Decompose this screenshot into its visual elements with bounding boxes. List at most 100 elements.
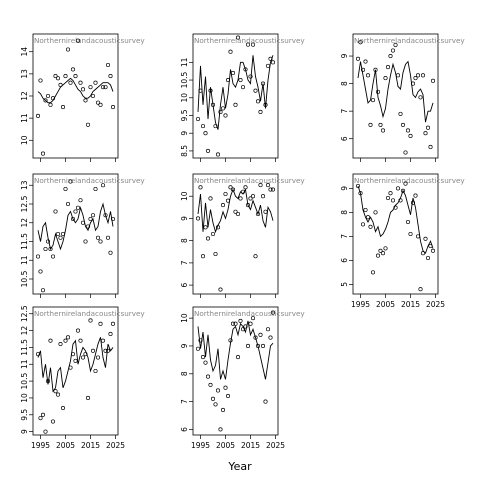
panel-3: Northernirelandacousticsurvey 10.5 11 11.5 1… [20,173,145,298]
data-point [83,352,88,357]
data-point [225,393,231,399]
x-tick-label: 2015 [241,441,260,450]
y-tick-label: 11 [20,255,29,265]
data-point [60,406,66,411]
data-point [215,152,221,157]
data-point [58,235,63,240]
data-point [48,102,53,107]
data-point [260,81,266,86]
data-point [208,382,213,387]
panel-7: Northernirelandacousticsurvey 6 7 8 9 10 1995 2… [180,306,305,450]
data-point [43,246,48,252]
data-point [403,181,408,186]
y-tick-label: 10.5 [20,373,29,390]
data-point [78,198,83,203]
data-point [418,95,423,100]
data-point [228,185,233,190]
data-point [420,251,426,256]
y-tick-label: 11.5 [20,233,29,250]
data-point [268,187,273,192]
data-point [55,231,61,237]
data-point [363,59,368,64]
data-point [88,216,93,222]
y-tick-label: 9 [20,429,29,434]
y-tick-label: 6 [180,427,189,432]
y-tick-label: 8 [340,210,349,215]
data-point [228,49,233,54]
panel-frame [32,173,119,295]
data-point [90,93,96,99]
data-point [203,131,208,136]
y-tick-label: 6 [340,258,349,263]
y-tick-label: 5 [340,282,349,287]
data-point [50,96,56,101]
data-point [208,196,213,201]
data-point [265,63,271,68]
data-point [98,239,103,244]
data-point [95,235,101,240]
data-point [418,287,423,292]
data-point [375,89,381,94]
y-tick-label: 7 [340,109,349,114]
panel-frame [352,173,439,295]
y-tick-label: 6 [340,136,349,141]
x-tick-label: 1995 [191,441,210,450]
data-point [208,88,213,93]
data-point [255,343,261,349]
data-point [220,203,226,208]
data-point [365,215,371,220]
y-tick-label: 13 [20,69,29,79]
data-point [40,412,46,417]
panel-title: Northernirelandacousticsurvey [194,176,305,185]
data-point [48,338,53,343]
data-point [415,73,421,78]
data-point [260,194,266,199]
panel-title: Northernirelandacousticsurvey [34,36,145,45]
data-point [230,321,236,326]
data-point [90,213,96,218]
data-point [98,102,103,107]
panel-4: Northernirelandacousticsurvey 6 7 8 9 10 [180,173,305,298]
data-point [58,82,63,87]
data-point [265,183,271,188]
data-point [238,318,243,323]
data-point [393,205,398,210]
data-point [230,187,236,192]
x-tick-label: 2025 [106,441,125,450]
data-point [223,113,228,118]
y-tick-label: 12 [20,218,29,228]
y-tick-label: 12 [20,91,29,101]
series-line [197,320,274,380]
data-point [75,328,81,333]
series-line [37,202,114,251]
data-point [398,111,403,116]
data-point [228,338,233,343]
data-point [213,124,218,129]
data-point [235,355,241,360]
x-tick-label: 2025 [266,441,285,450]
panel-title: Northernirelandacousticsurvey [354,176,465,185]
data-point [365,73,371,78]
data-point [268,335,273,340]
data-point [50,419,56,424]
y-tick-label: 10 [180,313,189,323]
data-point [245,42,251,47]
y-tick-label: 7 [180,260,189,265]
data-point [430,78,436,83]
x-tick-label: 2005 [216,441,235,450]
data-point [370,270,376,275]
data-point [100,85,106,90]
data-point [65,201,71,207]
y-tick-label: 11 [20,359,29,369]
x-tick-label: 2005 [56,441,75,450]
data-point [73,209,78,214]
data-point [408,133,413,139]
data-point [68,179,73,184]
data-point [430,248,436,253]
data-point [95,100,101,105]
data-point [270,310,276,315]
y-tick-label: 12.5 [20,305,29,322]
data-point [205,148,211,153]
data-point [60,105,66,110]
